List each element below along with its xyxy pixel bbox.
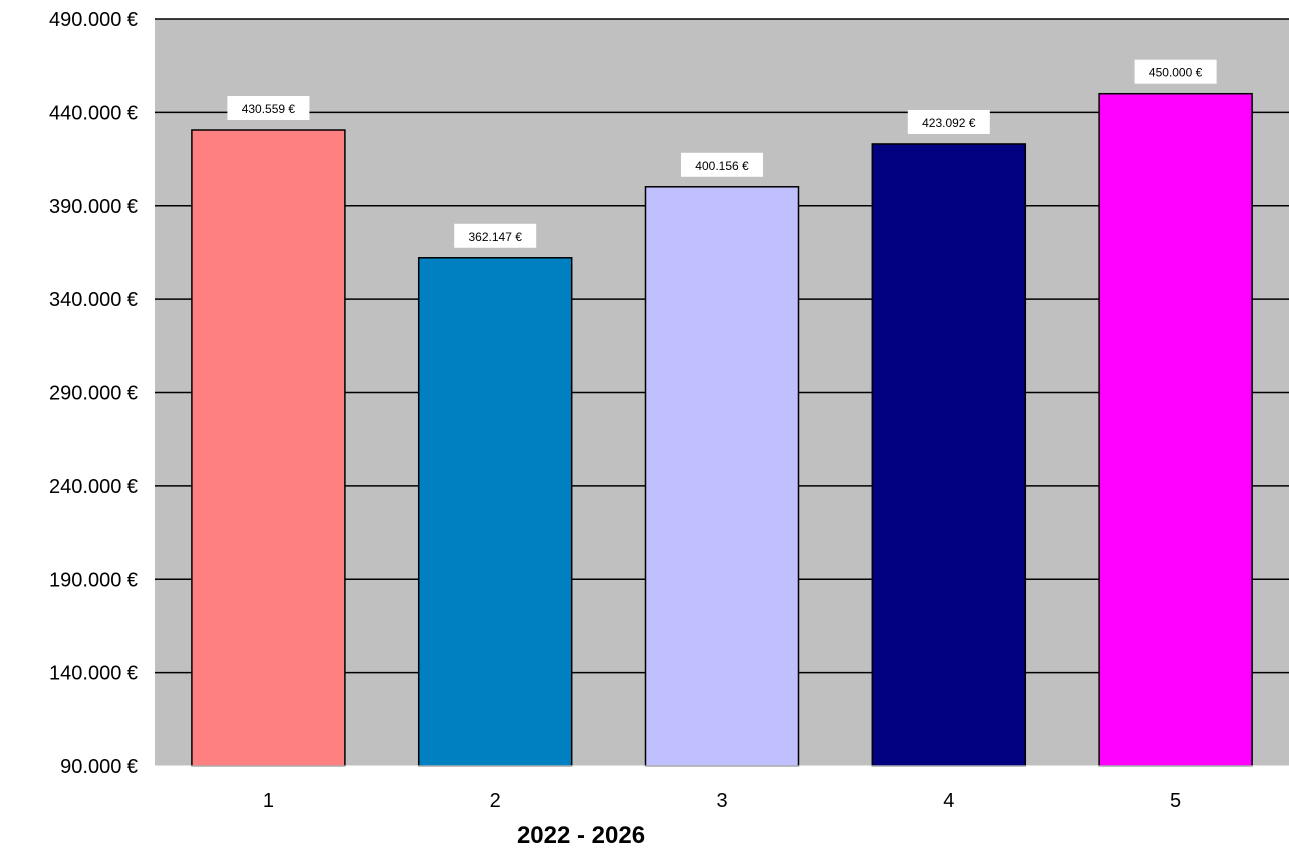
data-label-text: 450.000 € [1149, 66, 1203, 80]
data-label-text: 430.559 € [242, 102, 296, 116]
y-tick-label: 190.000 € [49, 569, 138, 591]
bar-1 [191, 129, 346, 767]
bars [191, 92, 1253, 767]
data-label-text: 423.092 € [922, 116, 976, 130]
data-label-1: 430.559 € [227, 96, 310, 121]
x-tick-label: 2 [490, 790, 501, 812]
x-tick-label: 5 [1170, 790, 1181, 812]
data-label-2: 362.147 € [454, 223, 537, 248]
data-label-box [1134, 59, 1217, 84]
data-label-box [227, 96, 310, 121]
y-tick-label: 240.000 € [49, 476, 138, 498]
y-axis-ticks: 90.000 € 140.000 € 190.000 € 240.000 € 290.0… [49, 9, 138, 778]
y-tick-label: 340.000 € [49, 289, 138, 311]
x-tick-label: 3 [716, 790, 727, 812]
y-tick-label: 290.000 € [49, 383, 138, 405]
y-tick-label: 140.000 € [49, 663, 138, 685]
x-tick-label: 4 [943, 790, 954, 812]
data-label-5: 450.000 € [1134, 59, 1217, 84]
data-label-4: 423.092 € [907, 109, 990, 134]
y-tick-label: 390.000 € [49, 196, 138, 218]
y-tick-label: 490.000 € [49, 9, 138, 31]
data-label-box [907, 109, 990, 134]
data-label-text: 400.156 € [695, 159, 749, 173]
x-axis-title: 2022 - 2026 [517, 822, 645, 849]
x-tick-label: 1 [263, 790, 274, 812]
y-tick-label: 90.000 € [60, 756, 138, 778]
bar-5 [1098, 92, 1253, 767]
data-label-3: 400.156 € [681, 152, 763, 177]
bar-4 [871, 143, 1027, 767]
data-label-text: 362.147 € [469, 230, 523, 244]
data-label-box [454, 223, 537, 248]
data-labels: 430.559 € 362.147 € 400.156 € 423.092 € 450.… [227, 59, 1217, 248]
x-axis-ticks: 1 2 3 4 5 [263, 790, 1181, 812]
bar-3 [644, 186, 800, 767]
bar-2 [417, 257, 573, 767]
data-label-box [681, 152, 763, 177]
y-tick-label: 440.000 € [49, 102, 138, 124]
